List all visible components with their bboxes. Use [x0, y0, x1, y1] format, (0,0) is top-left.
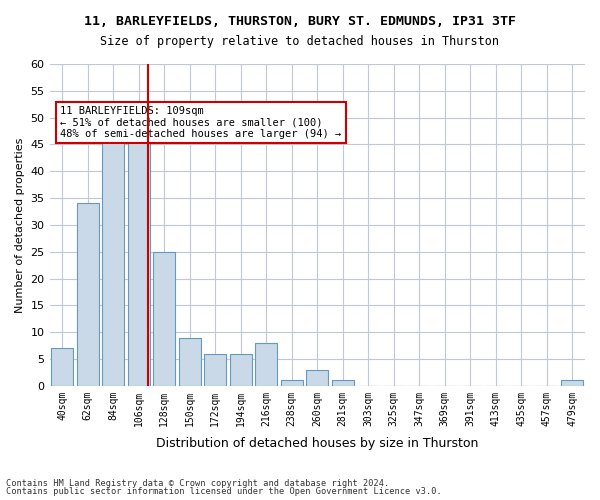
- Bar: [230, 354, 251, 386]
- Bar: [77, 204, 98, 386]
- Bar: [128, 128, 149, 386]
- Text: 11, BARLEYFIELDS, THURSTON, BURY ST. EDMUNDS, IP31 3TF: 11, BARLEYFIELDS, THURSTON, BURY ST. EDM…: [84, 15, 516, 28]
- Bar: [205, 354, 226, 386]
- Bar: [154, 252, 175, 386]
- Text: Contains public sector information licensed under the Open Government Licence v3: Contains public sector information licen…: [6, 487, 442, 496]
- Bar: [332, 380, 353, 386]
- Y-axis label: Number of detached properties: Number of detached properties: [15, 137, 25, 312]
- Bar: [307, 370, 328, 386]
- Bar: [52, 348, 73, 386]
- X-axis label: Distribution of detached houses by size in Thurston: Distribution of detached houses by size …: [156, 437, 478, 450]
- Bar: [103, 118, 124, 386]
- Bar: [256, 343, 277, 386]
- Bar: [179, 338, 200, 386]
- Bar: [281, 380, 302, 386]
- Text: Contains HM Land Registry data © Crown copyright and database right 2024.: Contains HM Land Registry data © Crown c…: [6, 478, 389, 488]
- Text: 11 BARLEYFIELDS: 109sqm
← 51% of detached houses are smaller (100)
48% of semi-d: 11 BARLEYFIELDS: 109sqm ← 51% of detache…: [60, 106, 341, 139]
- Bar: [562, 380, 583, 386]
- Text: Size of property relative to detached houses in Thurston: Size of property relative to detached ho…: [101, 35, 499, 48]
